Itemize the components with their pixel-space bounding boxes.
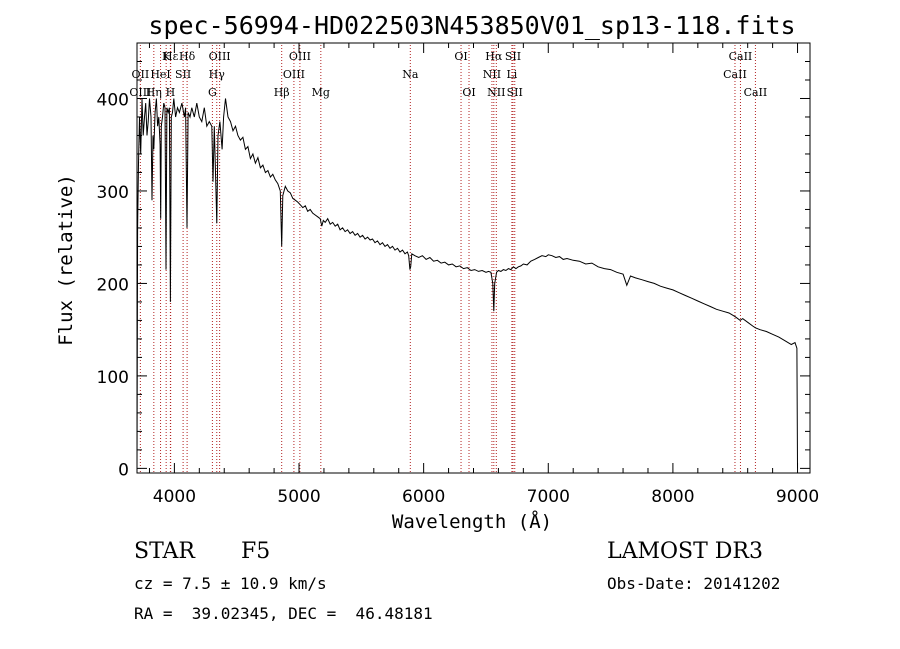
line-marker-label: NII [483, 68, 501, 81]
x-axis: 4000 5000 6000 7000 8000 9000 [148, 43, 819, 507]
line-marker-label: SII [175, 68, 191, 81]
obs-date: Obs-Date: 20141202 [607, 574, 780, 593]
x-tick-label: 9000 [776, 487, 819, 507]
line-marker-label: Mg [312, 86, 330, 99]
line-marker-label: Hδ [179, 50, 196, 63]
line-marker-label: CaII [723, 68, 747, 81]
line-marker-label: CaII [744, 86, 768, 99]
line-marker-label: HeI [150, 68, 170, 81]
x-tick-label: 4000 [153, 487, 196, 507]
plot-frame [136, 42, 811, 474]
survey-name: LAMOST DR3 [607, 539, 763, 564]
y-tick-label: 300 [97, 183, 129, 203]
x-axis-label: Wavelength (Å) [392, 510, 552, 533]
y-axis: 0 100 200 300 400 [97, 60, 810, 480]
line-marker-label: NII [487, 86, 505, 99]
x-tick-label: 8000 [651, 487, 694, 507]
line-marker-label: K [162, 50, 171, 63]
line-marker-label: Hε [163, 50, 179, 63]
y-axis-label: Flux (relative) [55, 174, 77, 346]
line-marker-label: OI [462, 86, 475, 99]
x-tick-label: 6000 [402, 487, 445, 507]
y-tick-label: 400 [97, 90, 129, 110]
line-marker-label: SII [507, 86, 523, 99]
line-marker-label: CaII [729, 50, 753, 63]
line-marker-label: OIII [209, 50, 231, 63]
y-tick-label: 200 [97, 275, 129, 295]
x-tick-label: 5000 [277, 487, 320, 507]
line-marker-label: Li [506, 68, 517, 81]
line-marker-label: OIII [283, 68, 305, 81]
line-marker-label: Hα [485, 50, 503, 63]
line-marker-label: G [208, 86, 217, 99]
spectrum-line [136, 98, 798, 469]
object-class: STAR [134, 539, 196, 564]
ra-dec: RA = 39.02345, DEC = 46.48181 [134, 604, 433, 623]
line-marker-label: OI [454, 50, 467, 63]
object-subclass: F5 [241, 539, 270, 564]
line-marker-label: OII [132, 68, 150, 81]
chart-title: spec-56994-HD022503N453850V01_sp13-118.f… [148, 11, 795, 40]
line-markers [139, 45, 756, 472]
line-marker-label: Na [402, 68, 419, 81]
line-marker-label: OIII [289, 50, 311, 63]
line-marker-label: OIII [129, 86, 151, 99]
line-marker-label: Hβ [274, 86, 290, 99]
redshift-cz: cz = 7.5 ± 10.9 km/s [134, 574, 327, 593]
line-marker-label: SII [505, 50, 521, 63]
x-tick-label: 7000 [527, 487, 570, 507]
line-marker-label: H [166, 86, 176, 99]
y-tick-label: 100 [97, 368, 129, 388]
y-tick-label: 0 [118, 460, 129, 480]
line-marker-label: Hη [146, 86, 162, 99]
line-marker-label: Hγ [209, 68, 226, 81]
